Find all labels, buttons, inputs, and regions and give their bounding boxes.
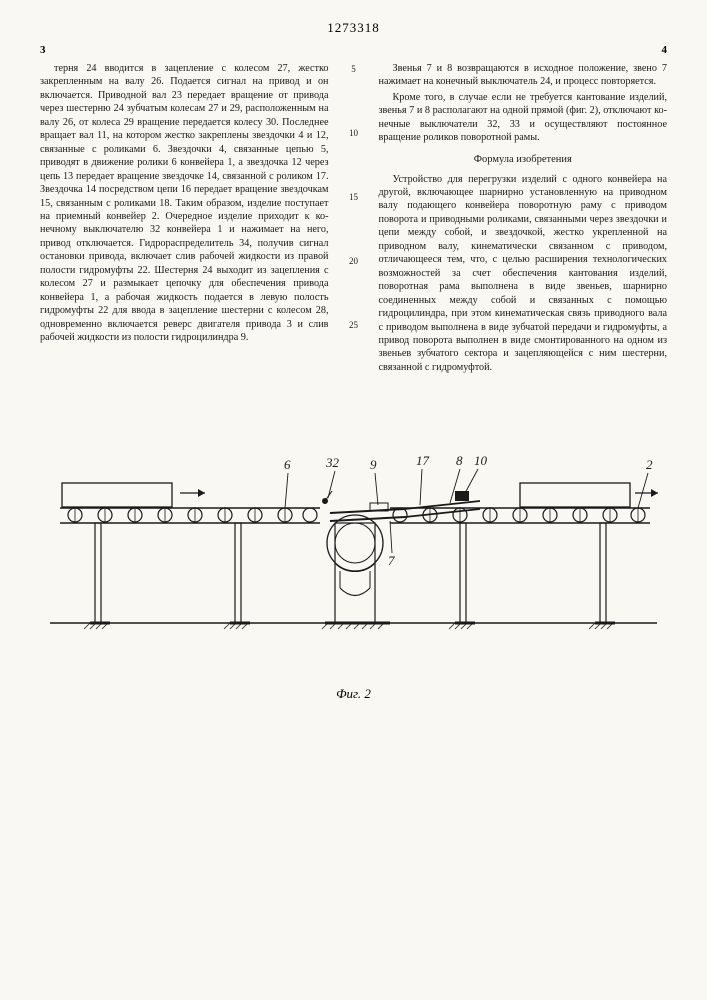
line-num: 25 <box>349 320 358 332</box>
column-right: Звенья 7 и 8 возвращаются в исходное пол… <box>379 62 668 383</box>
page-numbers-row: 3 4 <box>40 44 667 56</box>
line-num: 15 <box>349 192 358 204</box>
fig-label-9: 9 <box>370 457 377 472</box>
page: 1273318 3 4 терня 24 вводится в зацеплен… <box>0 0 707 1000</box>
left-paragraph-1: терня 24 вводится в зацепление с коле­со… <box>40 62 329 345</box>
figure-caption: Фиг. 2 <box>40 686 667 702</box>
fig-label-6: 6 <box>284 457 291 472</box>
page-num-right: 4 <box>662 44 668 56</box>
line-number-gutter: 5 10 15 20 25 <box>347 62 361 383</box>
line-num: 20 <box>349 256 358 268</box>
claim-text: Устройство для перегрузки изделий с од­н… <box>379 173 668 375</box>
text-columns: терня 24 вводится в зацепление с коле­со… <box>40 62 667 383</box>
claims-title: Формула изобретения <box>379 153 668 167</box>
right-paragraph-1: Звенья 7 и 8 возвращаются в исходное пол… <box>379 62 668 89</box>
patent-number: 1273318 <box>40 20 667 36</box>
fig-label-8: 8 <box>456 453 463 468</box>
column-left: терня 24 вводится в зацепление с коле­со… <box>40 62 329 383</box>
fig-label-7: 7 <box>388 553 395 568</box>
figure-svg: 6 32 9 17 8 10 7 2 <box>40 413 667 673</box>
right-paragraph-2: Кроме того, в случае если не требуется к… <box>379 91 668 145</box>
line-num: 5 <box>351 64 356 76</box>
figure-2: 6 32 9 17 8 10 7 2 Фиг. 2 <box>40 413 667 693</box>
fig-label-10: 10 <box>474 453 488 468</box>
fig-label-2: 2 <box>646 457 653 472</box>
fig-label-17: 17 <box>416 453 430 468</box>
page-num-left: 3 <box>40 44 46 56</box>
fig-label-32: 32 <box>325 455 340 470</box>
line-num: 10 <box>349 128 358 140</box>
